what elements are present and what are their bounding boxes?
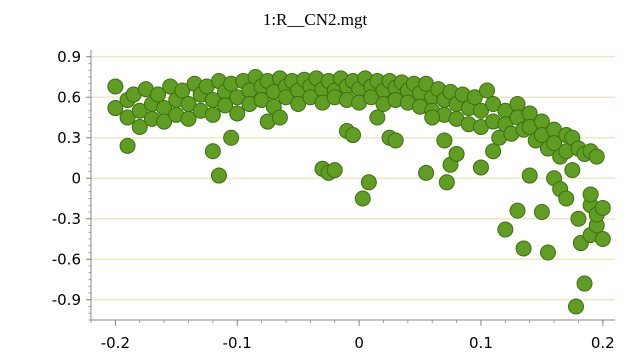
data-point xyxy=(253,91,270,108)
data-point xyxy=(119,137,136,154)
data-point xyxy=(210,167,227,184)
data-point xyxy=(509,96,526,112)
data-point xyxy=(360,174,377,191)
data-point xyxy=(424,109,441,126)
data-point xyxy=(354,190,371,207)
chart-title: 1:R__CN2.mgt xyxy=(262,10,368,29)
data-point xyxy=(277,89,294,106)
y-tick-label: 0.6 xyxy=(57,88,81,106)
data-point xyxy=(497,221,514,238)
data-point xyxy=(107,78,124,95)
data-point xyxy=(131,118,148,135)
data-point xyxy=(174,82,191,99)
x-tick-label: 0.2 xyxy=(591,334,615,352)
tick-labels: 0.9 0.6 0.3 0 -0.3 -0.6 -0.9 -0.2 -0.1 0 0.1 0.2 xyxy=(52,48,615,352)
data-point xyxy=(546,135,563,152)
data-point xyxy=(369,109,386,126)
data-point xyxy=(363,89,380,106)
data-point xyxy=(229,105,246,122)
data-point xyxy=(387,132,404,149)
data-point xyxy=(539,244,556,261)
data-points xyxy=(107,69,611,315)
data-point xyxy=(594,199,611,216)
data-point xyxy=(436,132,453,149)
x-tick-label: 0.1 xyxy=(469,334,493,352)
data-point xyxy=(107,100,124,117)
data-point xyxy=(485,143,502,160)
data-point xyxy=(180,110,197,127)
data-point xyxy=(223,129,240,146)
y-tick-label: 0.3 xyxy=(57,129,81,147)
y-tick-label: -0.3 xyxy=(52,210,81,228)
y-tick-label: 0.9 xyxy=(57,48,81,66)
data-point xyxy=(533,204,550,220)
data-point xyxy=(326,162,343,179)
data-point xyxy=(509,202,526,219)
data-point xyxy=(570,210,587,227)
data-point xyxy=(472,102,489,119)
data-point xyxy=(418,164,435,181)
data-point xyxy=(119,109,136,126)
data-point xyxy=(568,298,585,315)
data-point xyxy=(576,275,593,292)
data-point xyxy=(290,96,307,112)
data-point xyxy=(582,186,599,203)
y-tick-label: -0.6 xyxy=(52,250,81,268)
y-tick-label: -0.9 xyxy=(52,291,81,309)
data-point xyxy=(564,162,581,179)
data-point xyxy=(448,145,465,162)
data-point xyxy=(156,113,173,130)
data-point xyxy=(466,89,483,106)
data-point xyxy=(131,102,148,119)
data-point xyxy=(521,167,538,184)
data-point xyxy=(271,109,288,126)
x-tick-label: 0 xyxy=(354,334,364,352)
y-tick-label: 0 xyxy=(71,169,81,187)
data-point xyxy=(150,86,167,103)
data-point xyxy=(345,127,361,144)
data-point xyxy=(472,159,489,176)
data-point xyxy=(204,143,221,160)
data-point xyxy=(438,174,455,191)
data-point xyxy=(217,97,234,114)
data-point xyxy=(594,231,611,247)
data-point xyxy=(479,82,496,99)
data-point xyxy=(485,96,502,112)
x-tick-label: -0.2 xyxy=(101,334,130,352)
axes xyxy=(86,50,615,326)
data-point xyxy=(515,240,532,257)
data-point xyxy=(204,106,221,123)
data-point xyxy=(588,148,605,165)
data-point xyxy=(558,190,575,207)
x-tick-label: -0.1 xyxy=(223,334,252,352)
data-point xyxy=(229,89,246,106)
